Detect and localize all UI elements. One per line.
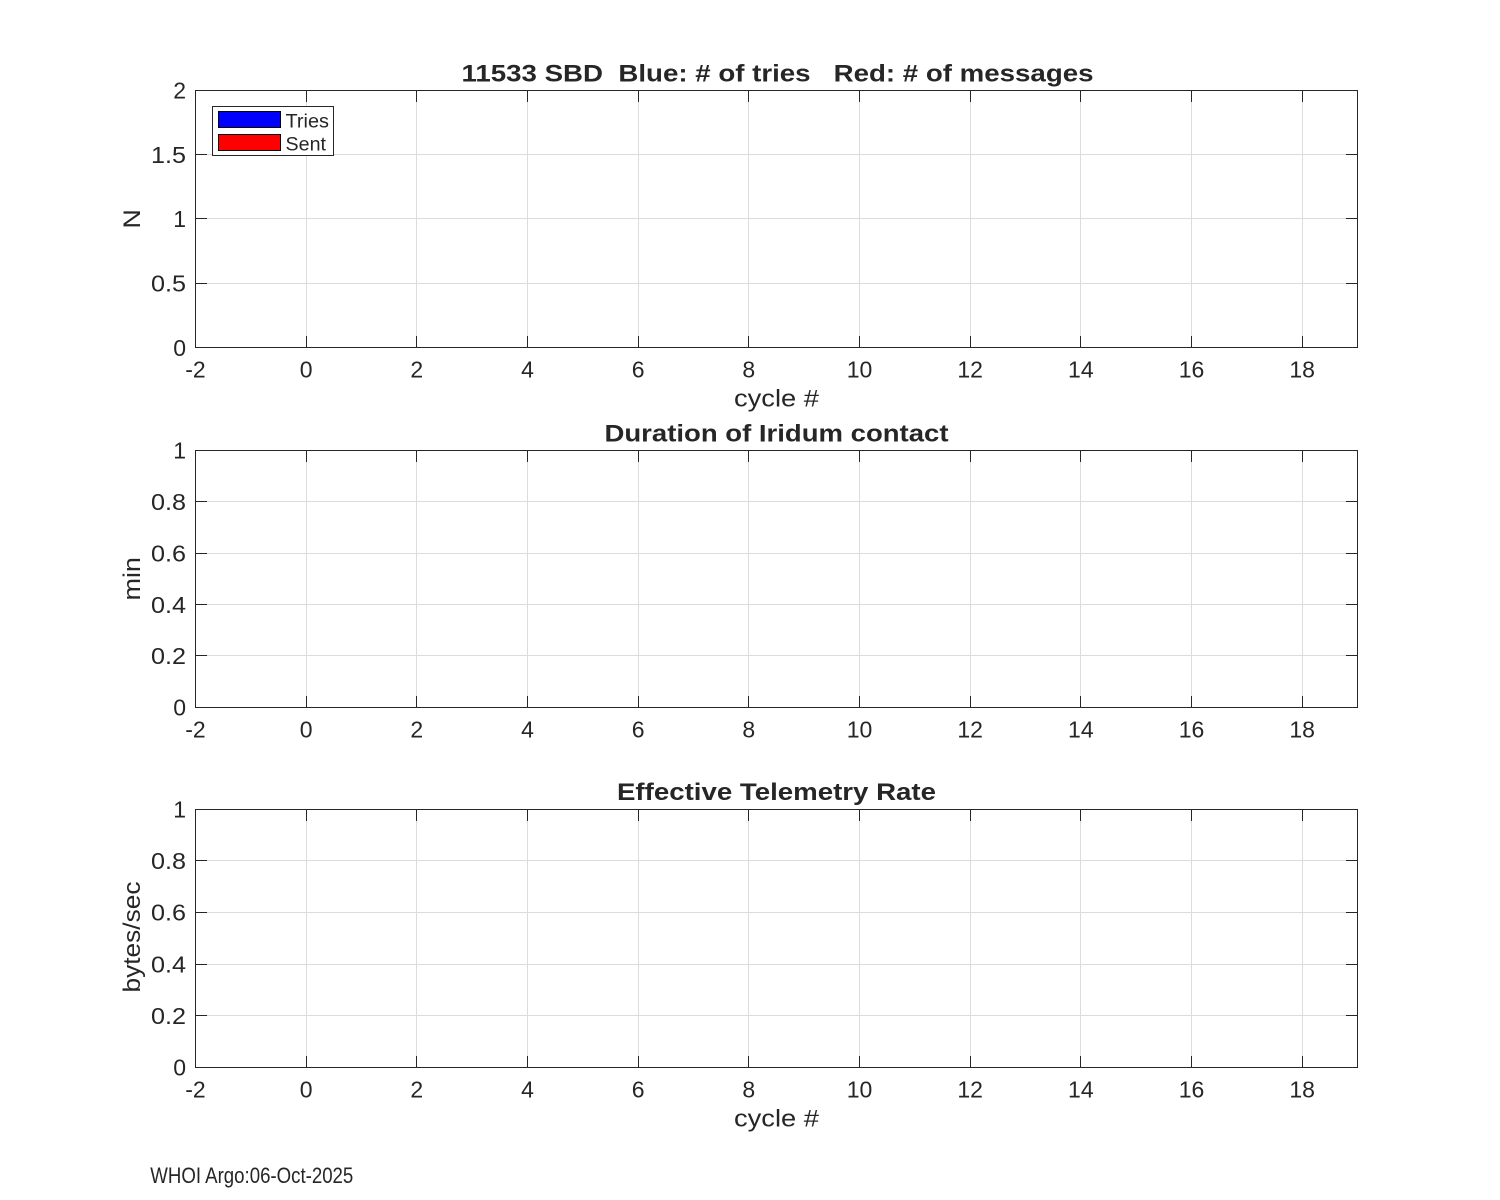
svg-text:2: 2 xyxy=(410,357,423,383)
svg-text:4: 4 xyxy=(521,357,534,383)
svg-text:0.6: 0.6 xyxy=(151,540,186,566)
svg-text:N: N xyxy=(119,209,146,229)
svg-text:12: 12 xyxy=(957,1076,983,1102)
svg-text:8: 8 xyxy=(742,1076,755,1102)
svg-text:Duration of Iridum contact: Duration of Iridum contact xyxy=(605,420,949,447)
svg-text:0: 0 xyxy=(300,357,313,383)
svg-text:0: 0 xyxy=(173,695,186,721)
svg-text:0: 0 xyxy=(300,1076,313,1102)
svg-text:0: 0 xyxy=(173,335,186,361)
svg-text:14: 14 xyxy=(1068,357,1094,383)
svg-text:1: 1 xyxy=(173,438,186,464)
svg-text:Sent: Sent xyxy=(286,133,327,155)
svg-text:14: 14 xyxy=(1068,1076,1094,1102)
svg-text:1: 1 xyxy=(173,797,186,823)
svg-text:10: 10 xyxy=(847,357,873,383)
svg-text:Effective Telemetry Rate: Effective Telemetry Rate xyxy=(617,779,936,806)
svg-text:16: 16 xyxy=(1179,716,1205,742)
svg-text:-2: -2 xyxy=(185,357,205,383)
svg-text:2: 2 xyxy=(173,78,186,104)
svg-text:10: 10 xyxy=(847,716,873,742)
svg-text:cycle #: cycle # xyxy=(734,386,820,413)
svg-text:10: 10 xyxy=(847,1076,873,1102)
svg-text:WHOI Argo:06-Oct-2025: WHOI Argo:06-Oct-2025 xyxy=(150,1163,353,1188)
svg-text:0: 0 xyxy=(173,1055,186,1081)
svg-text:12: 12 xyxy=(957,357,983,383)
svg-text:0.5: 0.5 xyxy=(151,270,186,296)
svg-text:0.6: 0.6 xyxy=(151,900,186,926)
svg-text:8: 8 xyxy=(742,357,755,383)
svg-text:14: 14 xyxy=(1068,716,1094,742)
svg-text:Tries: Tries xyxy=(286,111,330,133)
svg-text:18: 18 xyxy=(1289,357,1315,383)
svg-text:8: 8 xyxy=(742,716,755,742)
svg-text:0.2: 0.2 xyxy=(151,1003,186,1029)
svg-text:18: 18 xyxy=(1289,716,1315,742)
svg-text:11533 SBD Blue: # of tries: 11533 SBD Blue: # of tries Red: # of mes… xyxy=(462,60,1094,87)
svg-text:0.8: 0.8 xyxy=(151,848,186,874)
svg-text:0.8: 0.8 xyxy=(151,489,186,515)
svg-text:-2: -2 xyxy=(185,716,205,742)
svg-text:2: 2 xyxy=(410,1076,423,1102)
svg-text:4: 4 xyxy=(521,1076,534,1102)
svg-text:16: 16 xyxy=(1179,357,1205,383)
svg-text:1: 1 xyxy=(173,206,186,232)
svg-text:16: 16 xyxy=(1179,1076,1205,1102)
svg-text:6: 6 xyxy=(632,1076,645,1102)
svg-text:12: 12 xyxy=(957,716,983,742)
svg-text:18: 18 xyxy=(1289,1076,1315,1102)
svg-text:cycle #: cycle # xyxy=(734,1105,820,1132)
svg-text:1.5: 1.5 xyxy=(151,142,186,168)
svg-text:6: 6 xyxy=(632,357,645,383)
svg-text:6: 6 xyxy=(632,716,645,742)
svg-text:0.4: 0.4 xyxy=(151,592,186,618)
svg-text:0.2: 0.2 xyxy=(151,643,186,669)
svg-text:min: min xyxy=(119,557,146,601)
svg-text:4: 4 xyxy=(521,716,534,742)
svg-text:2: 2 xyxy=(410,716,423,742)
svg-text:0.4: 0.4 xyxy=(151,951,186,977)
svg-text:-2: -2 xyxy=(185,1076,205,1102)
svg-text:bytes/sec: bytes/sec xyxy=(119,882,146,993)
svg-text:0: 0 xyxy=(300,716,313,742)
